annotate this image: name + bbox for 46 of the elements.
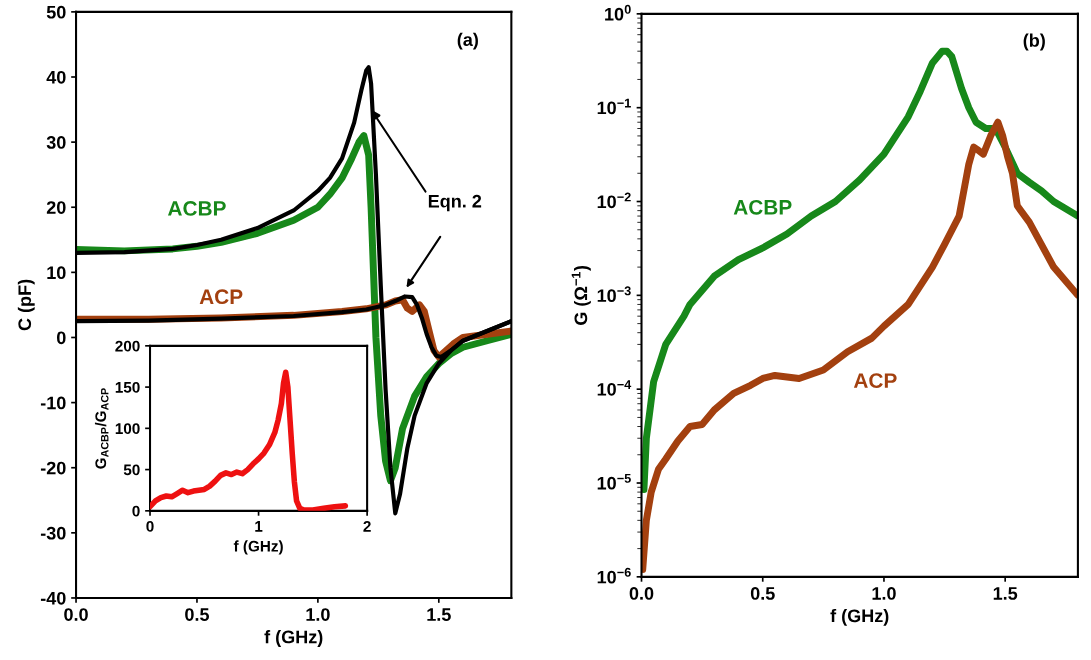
y-tick-label: 50 xyxy=(46,5,66,19)
annotation: (b) xyxy=(1023,33,1045,51)
x-tick-label: 1.0 xyxy=(306,608,330,621)
annotation: Eqn. 2 xyxy=(428,194,482,212)
y-axis-title: C (pF) xyxy=(17,279,35,331)
y-tick-label: -20 xyxy=(40,461,66,475)
y-tick-label: 40 xyxy=(46,70,66,84)
y-tick-label: 200 xyxy=(115,340,140,352)
y-axis-title: G$_{ACBP}$/G$_{ACP}$ xyxy=(94,388,109,469)
x-tick-label: 0 xyxy=(146,520,154,532)
x-tick-label: 0.5 xyxy=(750,587,775,600)
y-tick-label: -40 xyxy=(40,591,66,605)
series-label: ACBP xyxy=(167,201,226,216)
y-tick-label: 10$^{−2}$ xyxy=(597,192,631,209)
y-tick-label: 0 xyxy=(132,505,140,517)
annotation: (a) xyxy=(457,32,478,50)
y-tick-label: 10$^{−4}$ xyxy=(597,380,632,396)
y-tick-label: 100 xyxy=(115,423,140,435)
series-label: ACBP xyxy=(733,199,792,215)
y-tick-label: 50 xyxy=(123,464,140,476)
y-tick-label: 10 xyxy=(47,266,66,280)
x-tick-label: 0.0 xyxy=(629,587,654,600)
series-label: ACP xyxy=(199,289,243,305)
y-tick-label: 0 xyxy=(56,331,66,345)
y-axis-title: G (Ω$^{−1}$) xyxy=(571,265,591,325)
series-label: ACP xyxy=(853,373,897,388)
y-tick-label: 10$^{−1}$ xyxy=(597,98,631,115)
x-tick-label: 1.0 xyxy=(872,587,896,600)
x-axis-title: f (GHz) xyxy=(233,540,283,555)
x-tick-label: 1 xyxy=(255,521,263,532)
y-tick-label: 10$^{−5}$ xyxy=(597,474,631,490)
y-tick-label: 10$^{−3}$ xyxy=(597,286,631,303)
y-tick-label: -10 xyxy=(40,396,66,410)
x-tick-label: 1.5 xyxy=(993,587,1018,600)
x-axis-title: f (GHz) xyxy=(830,608,889,626)
x-tick-label: 0.0 xyxy=(64,608,88,621)
y-tick-label: 30 xyxy=(46,136,66,149)
x-axis-title: f (GHz) xyxy=(264,630,323,647)
y-tick-label: 10$^{−6}$ xyxy=(597,567,631,584)
y-tick-label: 150 xyxy=(115,381,140,393)
x-tick-label: 2 xyxy=(363,520,371,532)
y-tick-label: 10$^{0}$ xyxy=(605,4,631,21)
x-tick-label: 1.5 xyxy=(427,608,451,621)
y-tick-label: -30 xyxy=(40,526,66,540)
x-tick-label: 0.5 xyxy=(185,608,210,621)
y-tick-label: 20 xyxy=(46,201,66,214)
